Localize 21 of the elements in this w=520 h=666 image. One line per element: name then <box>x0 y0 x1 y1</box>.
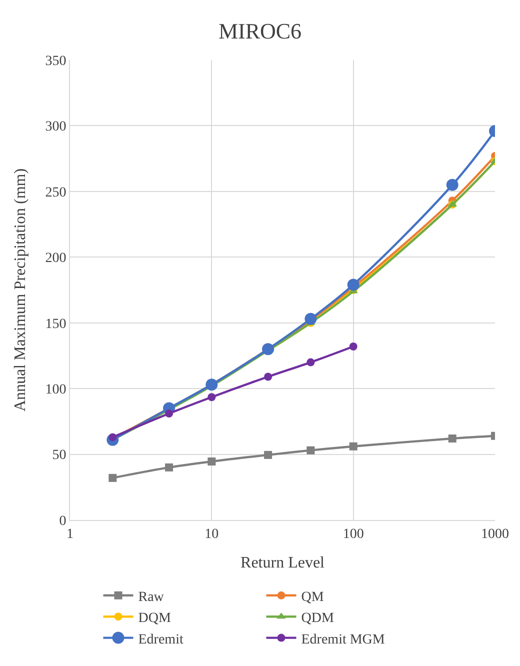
y-tick-label: 150 <box>45 316 66 332</box>
y-axis-title: Annual Maximum Precipitation (mm) <box>12 168 30 412</box>
x-axis-title: Return Level <box>240 554 326 572</box>
y-tick-label: 350 <box>45 54 66 69</box>
legend-label: Edremit <box>138 632 184 648</box>
legend-label: Raw <box>138 590 165 605</box>
y-tick-label: 300 <box>45 120 66 135</box>
y-tick-label: 250 <box>45 185 66 200</box>
x-tick-label: 10 <box>204 526 219 542</box>
legend-label: Edremit MGM <box>301 632 386 648</box>
y-tick-label: 100 <box>45 382 66 398</box>
chart-title: MIROC6 <box>218 18 302 44</box>
y-tick-label: 0 <box>59 514 66 529</box>
legend-label: QM <box>301 590 324 605</box>
x-tick-label: 1000 <box>481 526 509 542</box>
legend-label: DQM <box>138 611 172 626</box>
x-tick-label: 1 <box>66 526 74 542</box>
x-tick-label: 100 <box>342 526 364 542</box>
y-tick-label: 200 <box>45 251 66 266</box>
y-tick-label: 50 <box>52 448 66 464</box>
legend-label: QDM <box>301 611 334 626</box>
